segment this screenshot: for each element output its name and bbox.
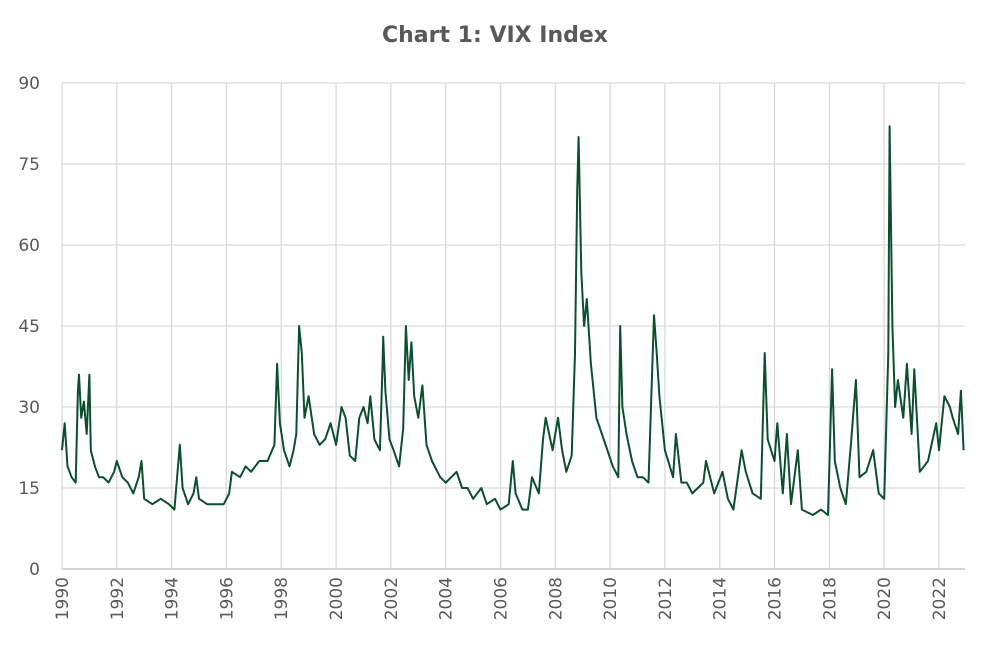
x-tick-label: 2004 <box>437 577 457 620</box>
x-tick-label: 2018 <box>820 577 840 620</box>
y-tick-label: 30 <box>18 398 40 418</box>
x-tick-label: 2000 <box>327 577 347 620</box>
x-tick-label: 2014 <box>711 577 731 620</box>
x-tick-label: 2010 <box>601 577 621 620</box>
y-tick-label: 75 <box>18 155 40 175</box>
x-tick-label: 1990 <box>53 577 73 620</box>
series-line <box>61 125 965 516</box>
x-tick-label: 2002 <box>382 577 402 620</box>
x-tick-label: 2012 <box>656 577 676 620</box>
x-tick-label: 2016 <box>766 577 786 620</box>
y-tick-label: 15 <box>18 479 40 499</box>
x-tick-label: 1994 <box>163 577 183 620</box>
x-tick-label: 1992 <box>108 577 128 620</box>
x-tick-label: 1998 <box>272 577 292 620</box>
y-tick-label: 90 <box>18 74 40 94</box>
x-tick-label: 2020 <box>875 577 895 620</box>
x-tick-label: 2006 <box>491 577 511 620</box>
x-tick-label: 1996 <box>217 577 237 620</box>
y-tick-label: 0 <box>29 560 40 580</box>
x-tick-label: 2022 <box>930 577 950 620</box>
y-tick-label: 45 <box>18 317 40 337</box>
x-tick-label: 2008 <box>546 577 566 620</box>
y-tick-label: 60 <box>18 236 40 256</box>
chart-title: Chart 1: VIX Index <box>382 23 608 48</box>
